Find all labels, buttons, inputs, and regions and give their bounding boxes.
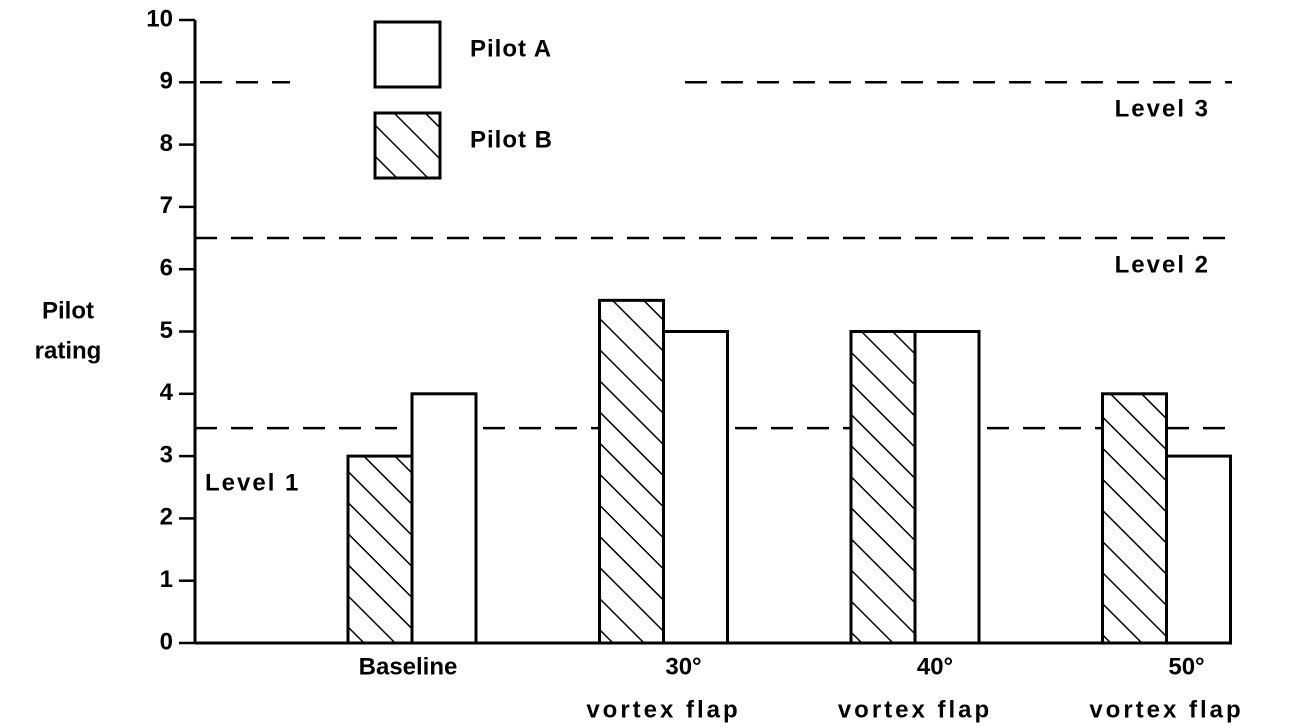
x-tick-label: vortex flap [838, 696, 992, 723]
bar [913, 330, 981, 645]
y-tick-label: 10 [146, 5, 173, 32]
legend-label: Pilot A [470, 35, 552, 62]
legend-swatch [373, 111, 442, 180]
x-tick-label: Baseline [359, 653, 458, 680]
level-label: Level 1 [205, 469, 300, 496]
y-axis-label: rating [35, 337, 102, 364]
y-tick-label: 7 [160, 192, 173, 219]
y-tick-label: 3 [160, 441, 173, 468]
x-tick-label: vortex flap [1089, 696, 1243, 723]
legend-label: Pilot B [470, 126, 553, 153]
x-tick-label: vortex flap [586, 696, 740, 723]
y-tick-label: 9 [160, 68, 173, 95]
bar [1165, 454, 1232, 645]
x-tick-label: 30° [665, 653, 701, 680]
y-tick-label: 2 [160, 504, 173, 531]
legend-swatch [373, 20, 442, 89]
bar [662, 330, 729, 645]
y-tick-label: 1 [160, 566, 173, 593]
bar [849, 330, 917, 645]
y-axis-label: Pilot [42, 297, 94, 324]
level-label: Level 3 [1115, 96, 1210, 123]
y-tick-label: 5 [160, 317, 173, 344]
bar [346, 454, 414, 645]
y-tick-label: 0 [160, 628, 173, 655]
x-tick-label: 40° [917, 653, 953, 680]
bar [598, 298, 665, 645]
x-tick-label: 50° [1168, 653, 1204, 680]
y-tick-label: 4 [160, 379, 174, 406]
y-tick-label: 8 [160, 130, 173, 157]
level-label: Level 2 [1115, 251, 1210, 278]
bar [1101, 392, 1168, 645]
y-tick-label: 6 [160, 255, 173, 282]
bar [410, 392, 478, 645]
